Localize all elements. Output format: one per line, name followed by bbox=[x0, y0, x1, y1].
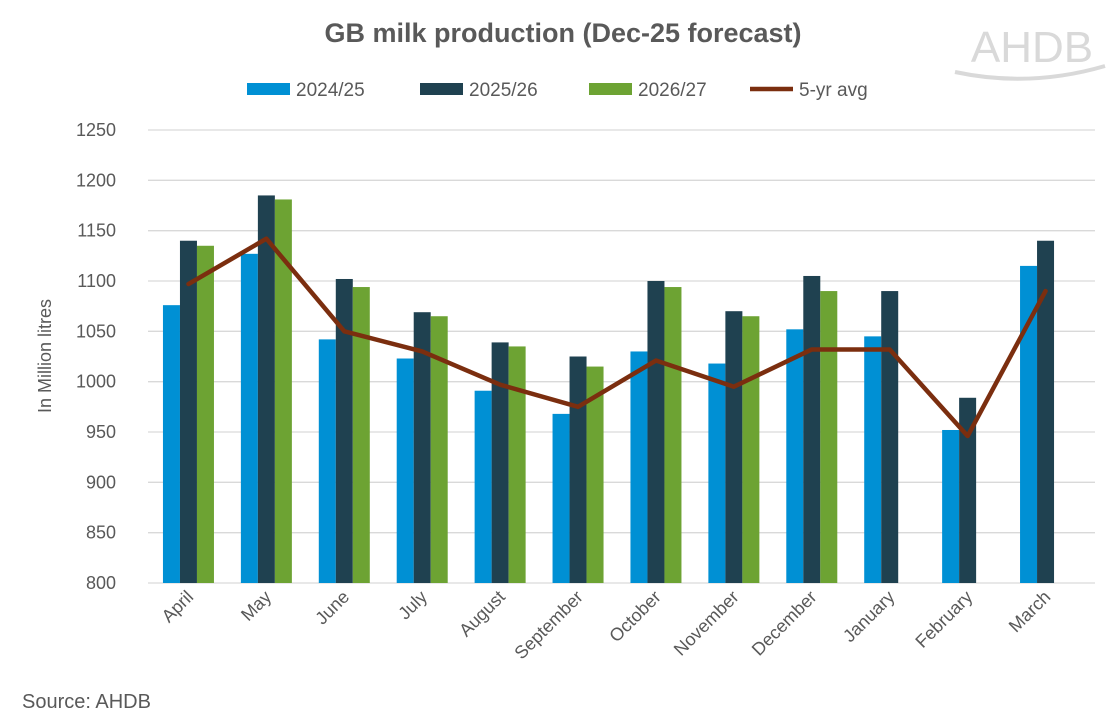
y-tick-label: 1250 bbox=[76, 120, 116, 140]
y-tick-label: 900 bbox=[86, 472, 116, 492]
bar-2024-25-may bbox=[240, 253, 258, 583]
legend-label: 2024/25 bbox=[296, 80, 365, 101]
bar-2025-26-march bbox=[1037, 240, 1055, 583]
x-tick-label: October bbox=[605, 587, 664, 646]
bar-2024-25-october bbox=[630, 351, 648, 583]
bar-2026-27-april bbox=[196, 245, 214, 583]
bar-2024-25-january bbox=[864, 336, 882, 583]
bar-2026-27-august bbox=[508, 346, 526, 583]
bar-2026-27-june bbox=[352, 287, 370, 583]
bar-2025-26-july bbox=[413, 312, 431, 583]
y-tick-label: 1150 bbox=[77, 221, 116, 241]
y-tick-label: 800 bbox=[86, 573, 116, 593]
bar-2026-27-july bbox=[430, 316, 448, 583]
x-tick-label: June bbox=[311, 587, 353, 629]
bar-2025-26-december bbox=[803, 275, 821, 583]
bar-2024-25-february bbox=[942, 429, 960, 583]
source-note: Source: AHDB bbox=[22, 691, 151, 713]
x-tick-label: April bbox=[158, 587, 198, 627]
x-tick-label: July bbox=[394, 587, 431, 624]
bar-2024-25-july bbox=[396, 358, 414, 583]
legend-label: 5-yr avg bbox=[799, 80, 868, 101]
bar-2024-25-september bbox=[552, 413, 570, 583]
bar-2026-27-december bbox=[820, 291, 838, 583]
x-tick-label: August bbox=[455, 587, 509, 641]
legend-label: 2026/27 bbox=[638, 80, 707, 101]
bars bbox=[162, 195, 1055, 583]
bar-2024-25-april bbox=[162, 305, 180, 583]
chart-title: GB milk production (Dec-25 forecast) bbox=[324, 18, 801, 48]
bar-2026-27-october bbox=[664, 287, 682, 583]
x-tick-label: January bbox=[839, 587, 898, 646]
bar-2025-26-october bbox=[647, 281, 665, 583]
legend-label: 2025/26 bbox=[469, 80, 538, 101]
x-tick-label: March bbox=[1005, 587, 1055, 637]
gridlines bbox=[148, 129, 1095, 584]
x-tick-label: December bbox=[748, 587, 821, 660]
bar-2025-26-february bbox=[959, 397, 977, 583]
y-tick-label: 1050 bbox=[76, 321, 116, 341]
x-tick-label: February bbox=[911, 587, 976, 652]
bar-2024-25-august bbox=[474, 390, 492, 583]
bar-2025-26-september bbox=[569, 356, 587, 583]
bar-2024-25-march bbox=[1020, 265, 1038, 583]
bar-2025-26-june bbox=[335, 278, 353, 583]
y-tick-label: 1200 bbox=[76, 170, 116, 190]
x-tick-label: September bbox=[510, 587, 586, 663]
bar-2024-25-june bbox=[318, 339, 336, 583]
y-tick-label: 1100 bbox=[77, 271, 116, 291]
legend-swatch bbox=[589, 83, 632, 95]
bar-2026-27-november bbox=[742, 316, 760, 583]
x-tick-label: November bbox=[670, 587, 743, 660]
bar-2026-27-may bbox=[274, 199, 292, 583]
y-tick-label: 950 bbox=[86, 422, 116, 442]
legend: 2024/25 2025/26 2026/27 5-yr avg bbox=[247, 80, 868, 101]
logo-swoosh bbox=[954, 64, 1106, 81]
bar-2024-25-december bbox=[786, 329, 804, 583]
bar-2025-26-november bbox=[725, 311, 743, 583]
y-tick-label: 1000 bbox=[76, 372, 116, 392]
ahdb-logo: AHDB bbox=[954, 23, 1106, 81]
y-tick-label: 850 bbox=[86, 523, 116, 543]
logo-text: AHDB bbox=[971, 23, 1093, 72]
legend-swatch bbox=[420, 83, 463, 95]
x-axis-ticks: April May June July August September October No… bbox=[158, 587, 1055, 663]
bar-2025-26-may bbox=[257, 195, 275, 583]
y-axis-label: In Million litres bbox=[35, 299, 55, 413]
bar-2026-27-september bbox=[586, 366, 604, 583]
bar-2025-26-april bbox=[179, 240, 197, 583]
line-5yr-avg bbox=[186, 236, 1048, 439]
y-axis-ticks: 800 850 900 950 1000 1050 1100 1150 1200 1250 bbox=[76, 120, 116, 593]
bar-2024-25-november bbox=[708, 363, 726, 583]
legend-swatch bbox=[247, 83, 290, 95]
bar-2025-26-august bbox=[491, 342, 509, 583]
x-tick-label: May bbox=[237, 587, 275, 625]
avg-line bbox=[186, 236, 1048, 439]
bar-2025-26-january bbox=[881, 291, 899, 583]
